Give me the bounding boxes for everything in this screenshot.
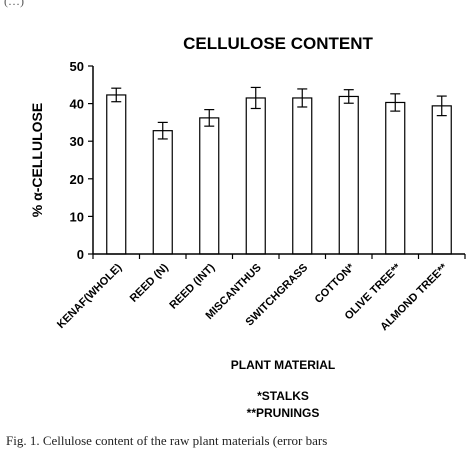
x-axis-label: PLANT MATERIAL (231, 358, 335, 372)
y-tick-label: 50 (70, 59, 84, 74)
bar (152, 130, 173, 255)
bar (199, 117, 220, 255)
bar (431, 105, 452, 255)
bar (106, 94, 127, 255)
y-tick-label: 30 (70, 134, 84, 149)
note-stalks: *STALKS (257, 389, 309, 403)
bars (92, 86, 466, 259)
y-axis: 0 10 20 30 40 50 (70, 59, 94, 262)
chart: CELLULOSE CONTENT % α-CELLULOSE 0 10 20 30 4… (29, 34, 466, 420)
bar (292, 97, 313, 255)
note-prunings: **PRUNINGS (247, 406, 320, 420)
y-tick-label: 20 (70, 172, 84, 187)
x-tick-label: COTTON* (313, 261, 358, 306)
x-tick-label: KENAF(WHOLE) (55, 261, 125, 331)
x-tick-label: REED (N) (128, 261, 171, 304)
y-tick-label: 10 (70, 209, 84, 224)
figure-caption: Fig. 1. Cellulose content of the raw pla… (6, 433, 328, 448)
chart-title: CELLULOSE CONTENT (183, 34, 373, 53)
x-tick-labels: KENAF(WHOLE) REED (N)REED (INT)MISCANTHUS… (55, 261, 450, 333)
bar (338, 95, 359, 255)
top-text-fragment: (…) (4, 0, 24, 8)
y-tick-label: 40 (70, 97, 84, 112)
bar (385, 101, 406, 255)
y-axis-label: % α-CELLULOSE (29, 103, 45, 217)
bar (245, 97, 266, 255)
y-tick-label: 0 (77, 247, 84, 262)
x-tick-label: REED (INT) (167, 261, 217, 311)
